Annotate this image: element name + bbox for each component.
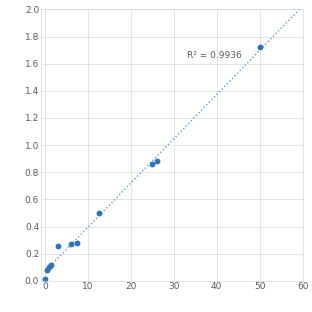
- Point: [49, 262, 54, 267]
- Point: [75, 240, 80, 245]
- Point: [150, 162, 155, 167]
- Point: [96, 211, 101, 216]
- Point: [42, 277, 47, 282]
- Point: [257, 45, 262, 50]
- Text: R² = 0.9936: R² = 0.9936: [187, 51, 241, 60]
- Point: [68, 242, 73, 247]
- Point: [55, 243, 60, 248]
- Point: [154, 159, 159, 164]
- Point: [45, 267, 50, 272]
- Point: [47, 265, 52, 270]
